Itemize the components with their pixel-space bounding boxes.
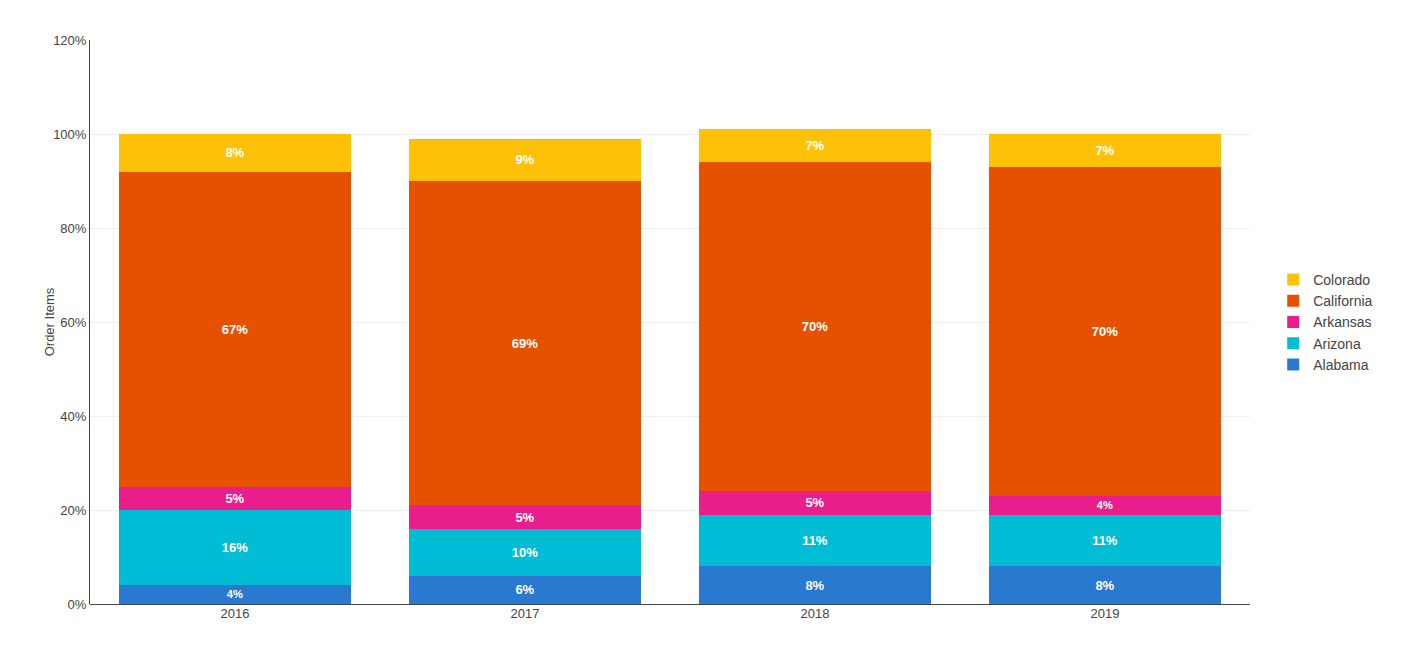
svg-text:16%: 16% — [222, 540, 248, 555]
svg-text:70%: 70% — [802, 319, 828, 334]
svg-text:Arizona: Arizona — [1313, 336, 1361, 352]
svg-text:20%: 20% — [60, 503, 86, 518]
svg-text:2016: 2016 — [221, 606, 250, 621]
svg-text:8%: 8% — [805, 578, 824, 593]
svg-text:5%: 5% — [225, 491, 244, 506]
svg-text:10%: 10% — [512, 545, 538, 560]
svg-text:2017: 2017 — [511, 606, 540, 621]
svg-text:8%: 8% — [225, 145, 244, 160]
svg-text:100%: 100% — [53, 127, 87, 142]
svg-text:6%: 6% — [515, 582, 534, 597]
svg-text:Colorado: Colorado — [1313, 272, 1370, 288]
svg-text:Arkansas: Arkansas — [1313, 314, 1371, 330]
svg-text:80%: 80% — [60, 221, 86, 236]
svg-text:5%: 5% — [805, 495, 824, 510]
svg-text:7%: 7% — [1095, 143, 1114, 158]
svg-text:9%: 9% — [515, 152, 534, 167]
svg-text:5%: 5% — [515, 510, 534, 525]
svg-text:California: California — [1313, 293, 1372, 309]
svg-text:11%: 11% — [802, 533, 828, 548]
svg-text:11%: 11% — [1092, 533, 1118, 548]
svg-text:60%: 60% — [60, 315, 86, 330]
svg-text:0%: 0% — [68, 597, 87, 612]
svg-text:67%: 67% — [222, 322, 248, 337]
svg-text:70%: 70% — [1092, 324, 1118, 339]
svg-text:40%: 40% — [60, 409, 86, 424]
svg-text:Alabama: Alabama — [1313, 357, 1368, 373]
svg-text:2019: 2019 — [1091, 606, 1120, 621]
svg-text:7%: 7% — [805, 138, 824, 153]
svg-text:Order Items: Order Items — [42, 287, 57, 356]
svg-text:4%: 4% — [1097, 499, 1113, 511]
svg-text:69%: 69% — [512, 336, 538, 351]
svg-text:120%: 120% — [53, 33, 87, 48]
svg-text:8%: 8% — [1095, 578, 1114, 593]
svg-text:2018: 2018 — [801, 606, 830, 621]
svg-text:4%: 4% — [227, 588, 243, 600]
